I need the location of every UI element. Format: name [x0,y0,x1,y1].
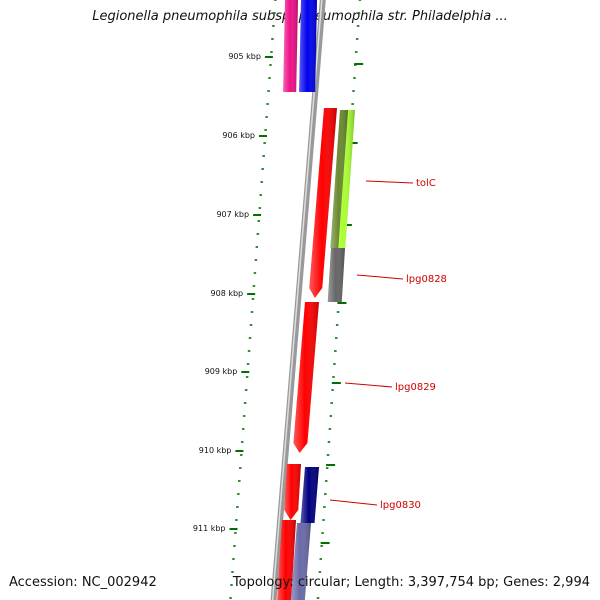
gene-label-lpg0829[interactable]: lpg0829 [395,382,436,393]
gene-label-lpg0828[interactable]: lpg0828 [406,274,447,285]
accession-text: Accession: NC_002942 [9,575,157,590]
tick-label: 907 kbp [216,210,249,219]
gene-label-lpg0830[interactable]: lpg0830 [380,500,421,511]
map-title: Legionella pneumophila subsp. pneumophil… [92,9,508,24]
label-leader-line [344,382,393,388]
tick-label: 908 kbp [211,289,244,298]
gene-label-tolC[interactable]: tolC [416,178,436,189]
label-leader-line [356,274,404,280]
tick-label: 905 kbp [228,52,261,61]
tick-label: 910 kbp [199,446,232,455]
label-leader-line [365,180,414,184]
label-leader-line [329,499,378,506]
tick-label: 906 kbp [222,131,255,140]
genome-summary-text: Topology: circular; Length: 3,397,754 bp… [232,575,590,590]
tick-label: 909 kbp [205,367,238,376]
tick-label: 911 kbp [193,524,226,533]
